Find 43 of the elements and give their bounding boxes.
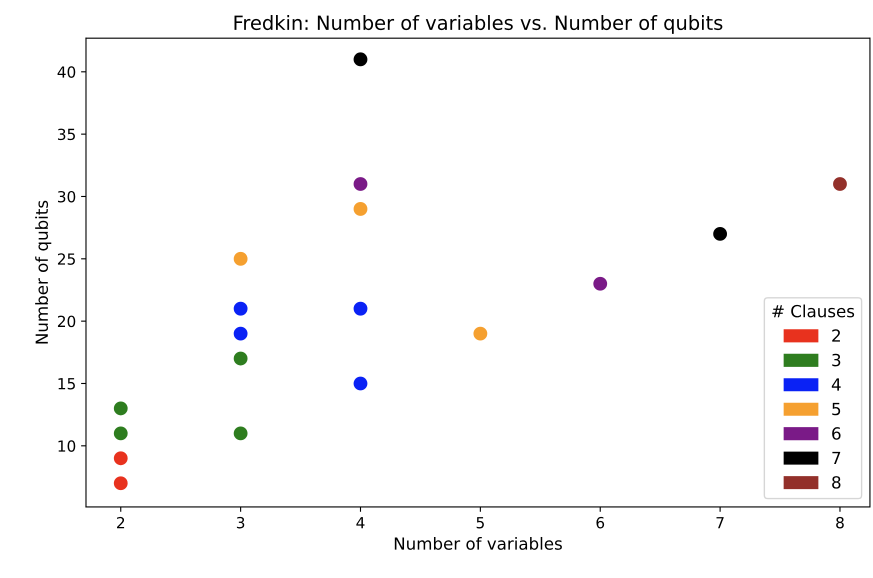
point	[354, 376, 368, 390]
point	[473, 326, 488, 341]
x-tick-label: 5	[476, 517, 484, 528]
y-axis-title: Number of qubits	[35, 200, 52, 344]
legend-label: 6	[832, 427, 841, 440]
x-tick-label: 4	[356, 517, 364, 528]
point	[234, 426, 248, 440]
point	[234, 302, 248, 316]
point	[114, 476, 128, 490]
point	[354, 202, 368, 216]
y-tick-label: 40	[58, 66, 76, 78]
x-tick-label: 7	[716, 517, 724, 528]
point	[593, 276, 608, 291]
x-tick-label: 6	[596, 516, 604, 528]
point	[234, 252, 248, 266]
y-tick-label: 25	[58, 253, 75, 265]
x-tick-label: 8	[836, 516, 844, 528]
x-tick-label: 2	[117, 516, 124, 528]
x-axis-title: Number of variables	[394, 536, 562, 550]
point	[114, 426, 128, 440]
point	[234, 326, 248, 341]
legend-label: 2	[832, 329, 840, 342]
x-tick-label: 3	[236, 516, 244, 528]
y-tick-label: 10	[58, 440, 76, 452]
y-tick-label: 30	[58, 190, 76, 202]
y-tick-label: 15	[58, 378, 75, 390]
legend-label: 4	[832, 378, 841, 391]
y-tick-label: 35	[58, 128, 75, 140]
legend-title: # Clauses	[772, 304, 854, 318]
point	[354, 302, 368, 316]
y-tick-label: 20	[58, 316, 76, 328]
legend-label: 3	[832, 354, 840, 366]
chart-title: Fredkin: Number of variables vs. Number of qubits	[234, 15, 722, 34]
point	[234, 352, 248, 366]
point	[354, 52, 368, 66]
point	[114, 402, 128, 416]
point	[833, 177, 847, 191]
point	[354, 177, 368, 191]
legend-label: 8	[832, 476, 840, 489]
point	[114, 451, 128, 466]
legend-label: 7	[832, 452, 840, 464]
legend-label: 5	[832, 402, 840, 416]
point	[713, 226, 728, 241]
